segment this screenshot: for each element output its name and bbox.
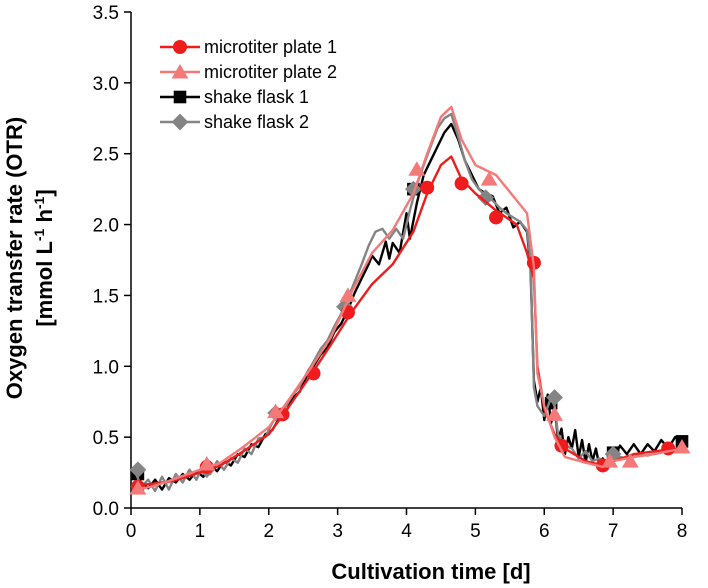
x-tick-label: 7 <box>608 521 619 542</box>
series-microtiter-plate-2 <box>129 105 691 495</box>
legend-item-microtiter-plate-2: microtiter plate 2 <box>160 62 337 82</box>
series-line-shake-flask-1 <box>133 122 683 491</box>
data-point-microtiter-plate-1 <box>420 180 435 195</box>
y-axis-title: Oxygen transfer rate (OTR) <box>2 117 27 399</box>
series-line-microtiter-plate-2 <box>134 105 683 491</box>
data-point-microtiter-plate-2 <box>621 453 639 468</box>
legend-item-shake-flask-2: shake flask 2 <box>160 112 309 132</box>
y-units-exp2: -1 <box>31 196 47 209</box>
y-tick-label: 2.5 <box>93 145 119 166</box>
x-tick-label: 2 <box>263 521 274 542</box>
y-tick-label: 3.0 <box>93 74 119 95</box>
legend-label: microtiter plate 1 <box>204 37 337 57</box>
y-axis-title-line1: Oxygen transfer rate (OTR) <box>2 117 27 399</box>
legend-label: shake flask 1 <box>204 87 309 107</box>
y-units-mid: h <box>32 209 57 229</box>
series-line-shake-flask-2 <box>133 112 683 493</box>
data-point-microtiter-plate-2 <box>129 480 147 495</box>
data-point-shake-flask-2 <box>129 461 147 479</box>
legend: microtiter plate 1 microtiter plate 2 shak… <box>160 37 337 132</box>
y-axis-units-text: [mmol L-1 h-1] <box>31 189 57 326</box>
data-point-microtiter-plate-2 <box>546 406 564 421</box>
y-tick-label: 1.0 <box>93 357 119 378</box>
data-point-shake-flask-2 <box>477 189 495 207</box>
data-point-microtiter-plate-2 <box>339 287 357 302</box>
y-tick-label: 1.5 <box>93 286 119 307</box>
legend-marker-diamond <box>171 113 189 131</box>
y-tick-label: 3.5 <box>93 3 119 24</box>
legend-item-microtiter-plate-1: microtiter plate 1 <box>160 37 337 57</box>
y-tick-label: 2.0 <box>93 216 119 237</box>
legend-marker-triangle <box>171 63 189 79</box>
axes: 0 1 2 3 4 5 6 7 8 0.0 0.5 1.0 1.5 2.0 2.5 3.0 3.5 <box>93 3 688 542</box>
y-axis-units: [mmol L-1 h-1] <box>31 189 57 326</box>
data-point-microtiter-plate-2 <box>198 456 216 471</box>
x-tick-label: 8 <box>677 521 688 542</box>
y-tick-label: 0.0 <box>93 499 119 520</box>
x-tick-label: 3 <box>332 521 343 542</box>
series-shake-flask-1 <box>131 122 689 491</box>
data-point-microtiter-plate-1 <box>489 210 504 225</box>
x-tick-label: 4 <box>401 521 412 542</box>
legend-label: shake flask 2 <box>204 112 309 132</box>
x-tick-label: 5 <box>470 521 481 542</box>
data-point-microtiter-plate-2 <box>408 161 426 176</box>
data-point-microtiter-plate-2 <box>601 453 619 468</box>
data-point-shake-flask-2 <box>546 389 563 406</box>
x-axis-title: Cultivation time [d] <box>331 559 530 584</box>
legend-marker-circle <box>173 40 187 54</box>
series-line-microtiter-plate-1 <box>134 155 683 487</box>
data-point-microtiter-plate-2 <box>673 439 691 454</box>
y-tick-label: 0.5 <box>93 428 119 449</box>
legend-label: microtiter plate 2 <box>204 62 337 82</box>
y-units-suffix: ] <box>32 189 57 196</box>
legend-item-shake-flask-1: shake flask 1 <box>160 87 309 107</box>
x-tick-label: 6 <box>539 521 550 542</box>
legend-marker-square <box>173 90 187 104</box>
data-point-microtiter-plate-1 <box>306 366 321 381</box>
y-units-prefix: [mmol L <box>32 241 57 327</box>
x-tick-label: 1 <box>195 521 206 542</box>
data-point-microtiter-plate-2 <box>267 403 285 419</box>
x-tick-label: 0 <box>126 521 137 542</box>
series-shake-flask-2 <box>129 112 683 493</box>
plot-series <box>129 105 691 495</box>
data-point-microtiter-plate-2 <box>480 171 498 186</box>
data-point-microtiter-plate-1 <box>454 176 469 191</box>
y-units-exp1: -1 <box>31 228 47 241</box>
